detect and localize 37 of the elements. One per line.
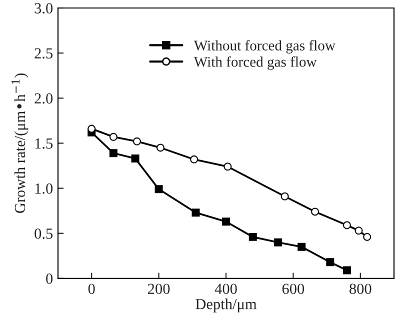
- y-tick-label: 1.0: [35, 183, 53, 194]
- x-tick-label: 400: [214, 284, 237, 294]
- point: [156, 144, 164, 152]
- point: [132, 137, 141, 146]
- point: [248, 232, 257, 241]
- point: [311, 208, 320, 216]
- point: [342, 266, 351, 274]
- point: [190, 155, 198, 164]
- point: [131, 154, 140, 163]
- y-tick-label: 2.5: [34, 48, 53, 59]
- point: [326, 258, 334, 266]
- y-tick-label: 0: [46, 274, 53, 284]
- x-tick-label: 800: [350, 284, 372, 294]
- point: [363, 232, 372, 241]
- legend-label: Without forced gas flow: [194, 40, 336, 54]
- x-tick-label: 200: [148, 284, 170, 294]
- point: [274, 238, 282, 246]
- point: [109, 132, 118, 141]
- point: [342, 221, 351, 230]
- x-axis-title: Depth/μm: [196, 298, 257, 312]
- point: [280, 192, 289, 200]
- y-tick-label: 2.0: [34, 93, 53, 104]
- legend-label: With forced gas flow: [194, 56, 317, 70]
- x-tick-label: 600: [282, 284, 304, 294]
- point: [154, 185, 163, 194]
- y-tick-label: 1.5: [35, 138, 53, 149]
- point: [224, 162, 232, 171]
- x-tick-label: 0: [88, 284, 95, 294]
- point: [354, 226, 363, 235]
- y-axis-title: Growth rate/(μm•h$^{−1}$): [12, 73, 28, 214]
- y-tick-label: 0.5: [34, 228, 53, 239]
- point: [222, 218, 230, 226]
- point: [88, 124, 96, 133]
- point: [298, 242, 306, 251]
- y-tick-label: 3.0: [34, 3, 53, 14]
- point: [192, 208, 200, 217]
- point: [109, 149, 118, 158]
